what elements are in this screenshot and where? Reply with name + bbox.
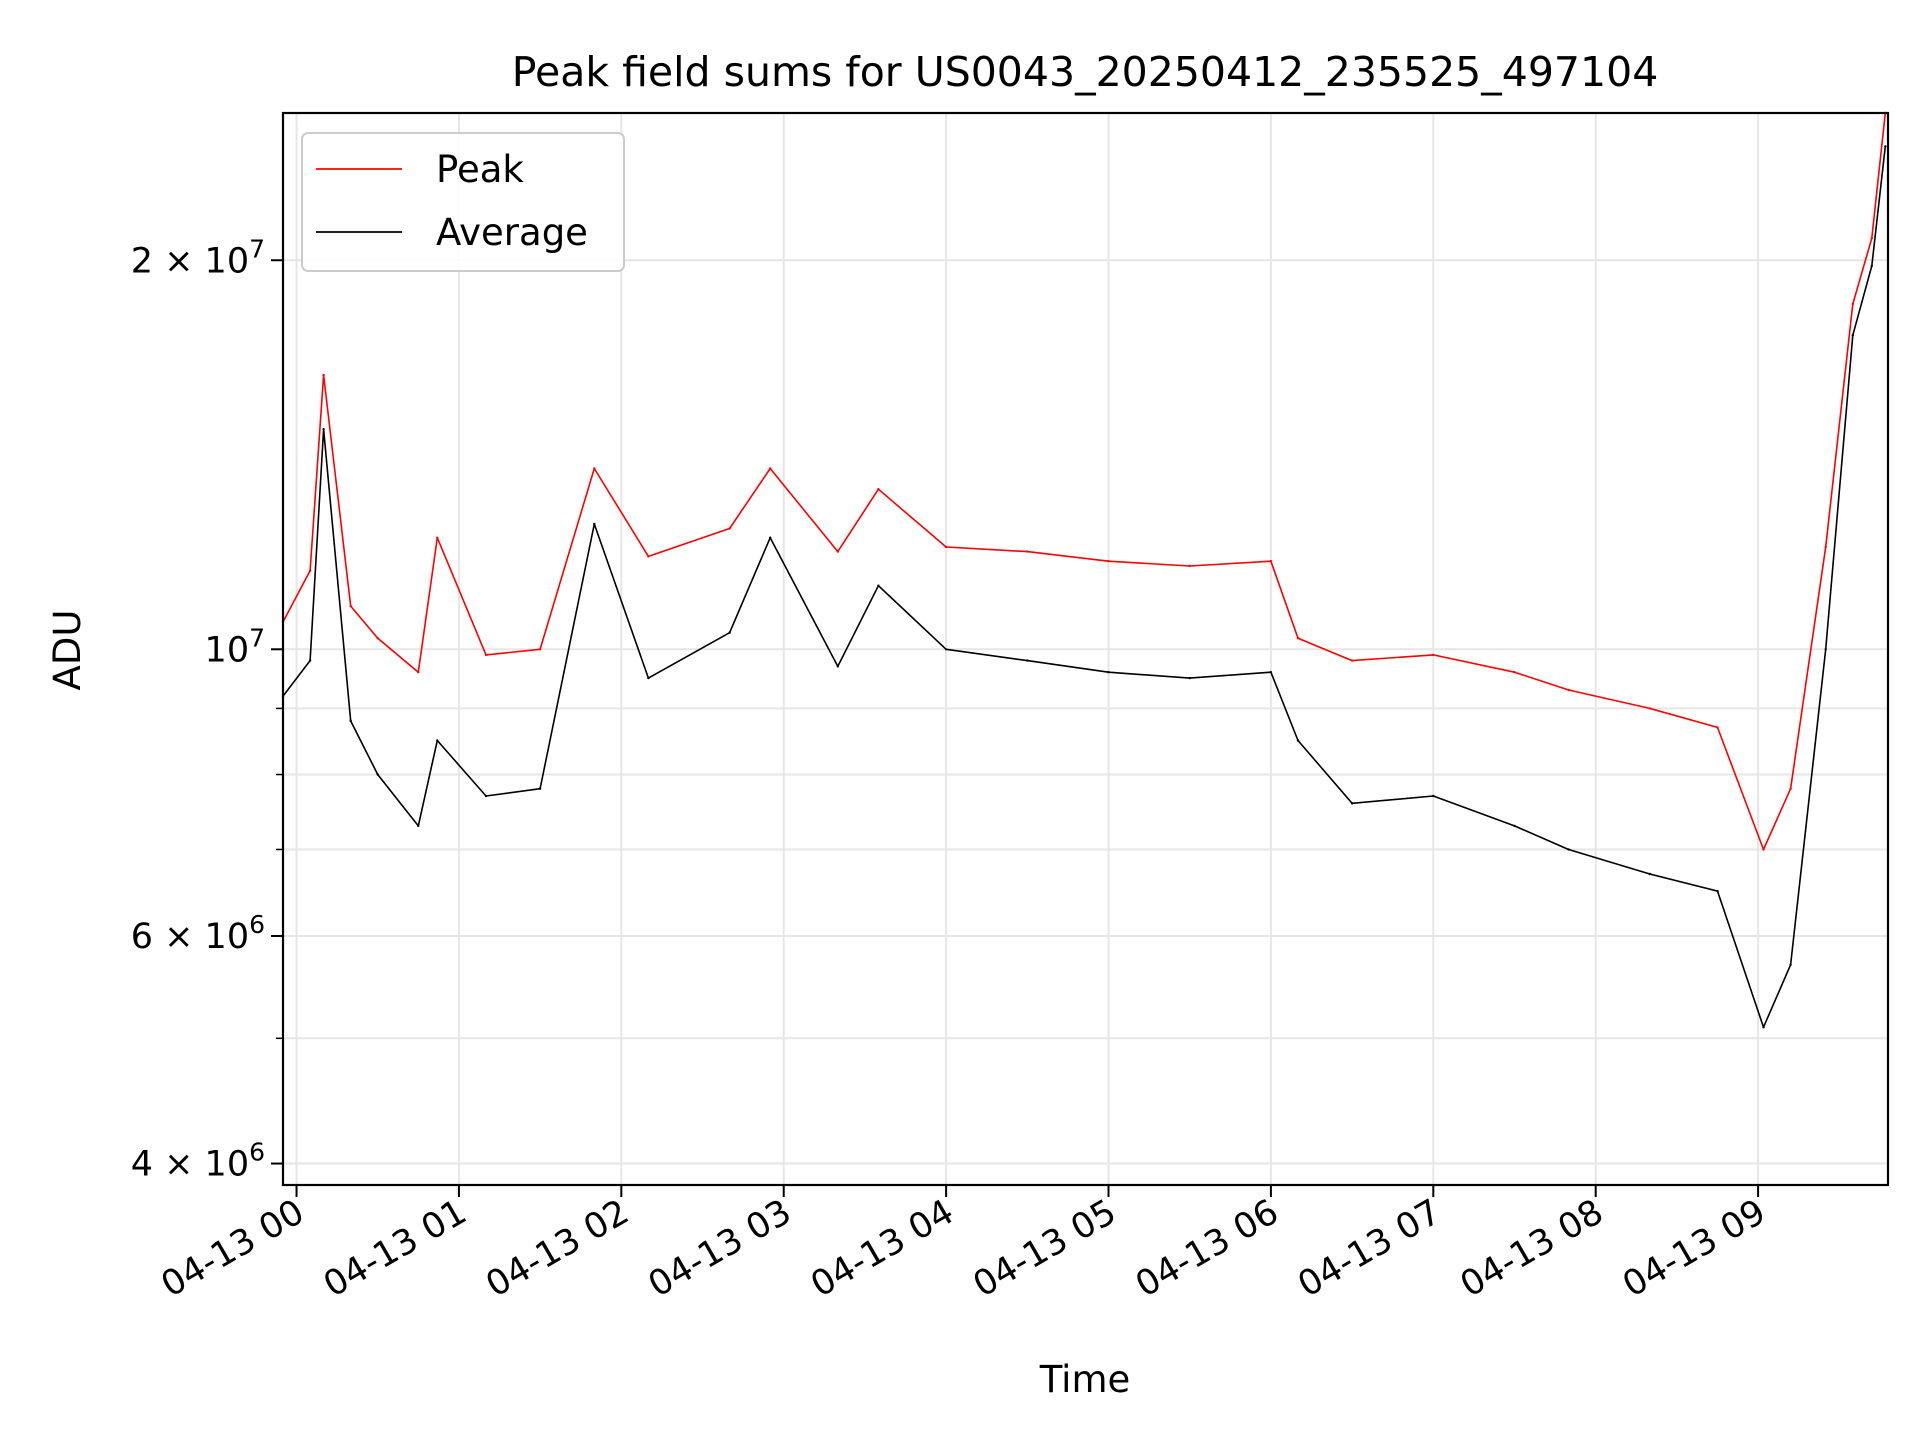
data-point-average	[1716, 889, 1719, 893]
data-point-average	[1567, 848, 1570, 851]
y-axis-label: ADU	[46, 610, 89, 691]
x-tick-label: 04-13 00	[155, 1192, 311, 1305]
data-point-average	[1789, 963, 1792, 966]
data-point-average	[1350, 802, 1354, 805]
data-point-average	[1762, 1026, 1765, 1029]
data-point-peak	[1648, 707, 1652, 710]
data-point-average	[769, 536, 772, 539]
x-tick-label: 04-13 04	[804, 1192, 960, 1305]
legend-box	[301, 132, 625, 272]
data-point-peak	[728, 527, 731, 530]
x-axis-label: Time	[1039, 1358, 1131, 1401]
data-point-peak	[1716, 726, 1719, 729]
data-point-peak	[1026, 550, 1029, 553]
data-point-average	[349, 719, 352, 723]
data-point-peak	[308, 569, 312, 572]
x-tick-label: 04-13 06	[1129, 1192, 1285, 1305]
data-point-peak	[593, 467, 596, 470]
data-point-average	[728, 631, 731, 634]
data-point-peak	[349, 604, 352, 608]
x-tick-label: 04-13 03	[642, 1192, 798, 1305]
legend: Peak Average	[301, 132, 625, 272]
x-tick-label: 04-13 01	[317, 1192, 473, 1305]
data-point-average	[1513, 824, 1516, 828]
data-point-peak	[1870, 237, 1874, 240]
data-point-peak	[1513, 671, 1516, 674]
x-tick-label: 04-13 07	[1292, 1192, 1448, 1305]
data-point-peak	[1296, 637, 1300, 640]
data-point-peak	[376, 637, 379, 640]
data-point-peak	[769, 467, 772, 470]
x-tick-label: 04-13 02	[480, 1192, 636, 1305]
data-point-peak	[1107, 560, 1110, 563]
data-point-average	[417, 824, 420, 828]
data-point-average	[322, 428, 325, 431]
data-point-peak	[1269, 560, 1273, 563]
data-point-average	[436, 739, 439, 742]
data-point-average	[1824, 648, 1827, 651]
series-layer	[281, 111, 1887, 1029]
data-point-average	[1026, 659, 1029, 662]
data-point-peak	[1762, 848, 1765, 851]
data-point-average	[647, 676, 650, 680]
chart-title: Peak field sums for US0043_20250412_2355…	[512, 48, 1659, 96]
y-tick-label: 6 × 106	[131, 910, 265, 957]
data-point-peak	[647, 555, 650, 558]
data-point-average	[1296, 739, 1300, 742]
data-point-average	[877, 584, 880, 587]
data-point-average	[1269, 671, 1273, 674]
data-point-average	[1851, 334, 1855, 337]
data-point-peak	[944, 545, 948, 549]
data-point-average	[944, 648, 948, 651]
data-point-average	[484, 794, 488, 798]
data-point-peak	[1188, 564, 1191, 568]
y-tick-label: 107	[205, 623, 265, 670]
data-point-peak	[1851, 302, 1855, 306]
grid	[283, 113, 1888, 1185]
legend-label-average: Average	[436, 211, 588, 254]
data-point-average	[593, 522, 596, 526]
data-point-peak	[322, 373, 325, 377]
data-point-peak	[836, 550, 839, 553]
data-point-peak	[1567, 688, 1570, 692]
data-point-average	[308, 659, 312, 662]
y-axis: 4 × 106 6 × 106 107 2 × 107	[131, 234, 283, 1185]
data-point-peak	[1824, 545, 1827, 549]
x-tick-label: 04-13 08	[1454, 1192, 1610, 1305]
series-line-average	[282, 146, 1887, 1028]
y-tick-label: 2 × 107	[131, 234, 265, 281]
data-point-average	[1870, 264, 1874, 268]
data-point-peak	[484, 653, 488, 657]
data-point-peak	[417, 671, 420, 674]
legend-label-peak: Peak	[436, 148, 524, 191]
data-point-peak	[1350, 659, 1354, 662]
x-tick-label: 04-13 05	[967, 1192, 1123, 1305]
y-tick-label: 4 × 106	[131, 1138, 265, 1185]
data-point-average	[376, 773, 379, 776]
data-point-average	[1648, 872, 1652, 876]
data-point-peak	[1789, 787, 1792, 790]
data-point-average	[1884, 145, 1887, 148]
data-point-average	[1188, 676, 1191, 680]
data-point-average	[1107, 671, 1110, 674]
data-point-average	[1432, 794, 1435, 798]
data-point-peak	[1432, 653, 1435, 657]
data-point-peak	[877, 488, 880, 491]
data-point-average	[836, 665, 839, 668]
data-point-peak	[538, 648, 542, 651]
x-tick-label: 04-13 09	[1616, 1192, 1772, 1305]
data-point-average	[538, 787, 542, 790]
x-axis: 04-13 00 04-13 01 04-13 02 04-13 03 04-13 04…	[155, 1185, 1773, 1305]
data-point-peak	[436, 536, 439, 539]
